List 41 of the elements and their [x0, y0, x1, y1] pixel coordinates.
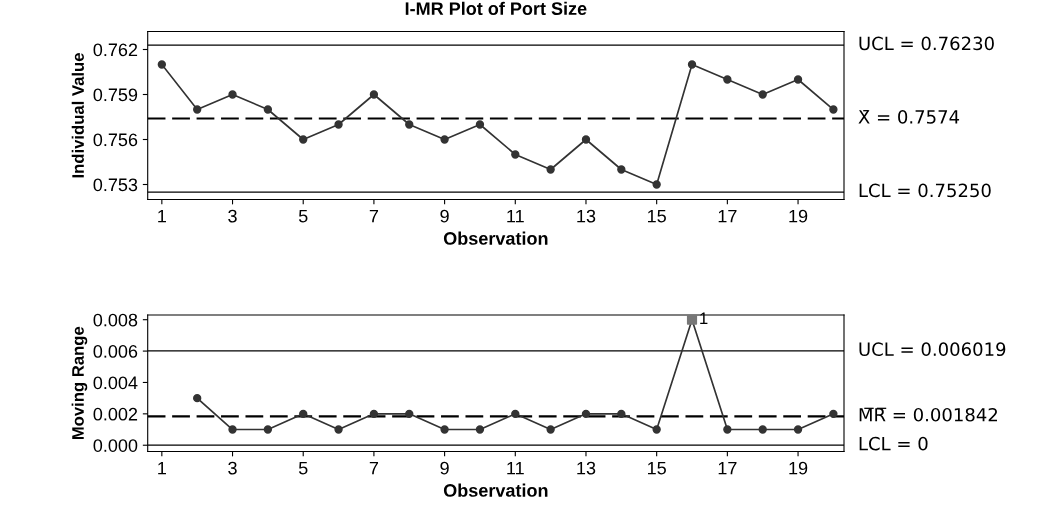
x-tick-label: 7	[369, 461, 379, 475]
x-tick-label: 1	[158, 209, 166, 223]
x-tick-label: 9	[440, 209, 449, 223]
y-tick-label: 0.756	[93, 133, 138, 147]
annotation: 1	[700, 312, 708, 325]
x-tick-label: 19	[789, 209, 808, 223]
y-tick-label: 0.004	[93, 376, 138, 390]
ref-line-label: UCL = 0.76230	[859, 36, 994, 51]
chart-title: I-MR Plot of Port Size	[405, 1, 587, 16]
x-tick-label: 5	[298, 209, 308, 223]
y-tick-label: 0.759	[93, 88, 138, 102]
x-tick-label: 9	[440, 461, 449, 475]
x-tick-label: 3	[228, 461, 237, 475]
x-tick-label: 13	[577, 461, 596, 475]
x-tick-label: 3	[228, 209, 237, 223]
x-tick-label: 19	[789, 461, 808, 475]
x-tick-label: 7	[369, 209, 379, 223]
y-tick-label: 0.762	[93, 43, 138, 57]
y-tick-label: 0.008	[93, 313, 138, 327]
x-tick-label: 13	[577, 209, 596, 223]
ref-line-label: LCL = 0	[859, 436, 928, 451]
y-axis-title: Moving Range	[71, 326, 88, 440]
x-tick-label: 5	[298, 461, 308, 475]
x-tick-label: 15	[648, 209, 666, 223]
y-tick-label: 0.753	[93, 178, 138, 192]
y-tick-label: 0.002	[93, 407, 138, 421]
ref-line-label: UCL = 0.006019	[859, 342, 1006, 357]
ref-line-label: M̅R̅ = 0.001842	[859, 407, 997, 422]
y-tick-label: 0.006	[93, 345, 138, 358]
x-tick-label: 17	[718, 461, 737, 475]
ref-line-label: LCL = 0.75250	[859, 183, 991, 198]
x-tick-label: 15	[648, 461, 666, 475]
y-tick-label: 0.000	[93, 439, 138, 452]
y-axis-title: Individual Value	[71, 53, 84, 178]
x-tick-label: 1	[158, 461, 166, 475]
x-axis-title: Observation	[443, 231, 548, 245]
x-tick-label: 11	[507, 209, 524, 223]
x-axis-title: Observation	[443, 483, 548, 497]
x-tick-label: 17	[718, 209, 737, 223]
x-tick-label: 11	[507, 461, 524, 475]
ref-line-label: X̄ = 0.7574	[858, 110, 960, 124]
